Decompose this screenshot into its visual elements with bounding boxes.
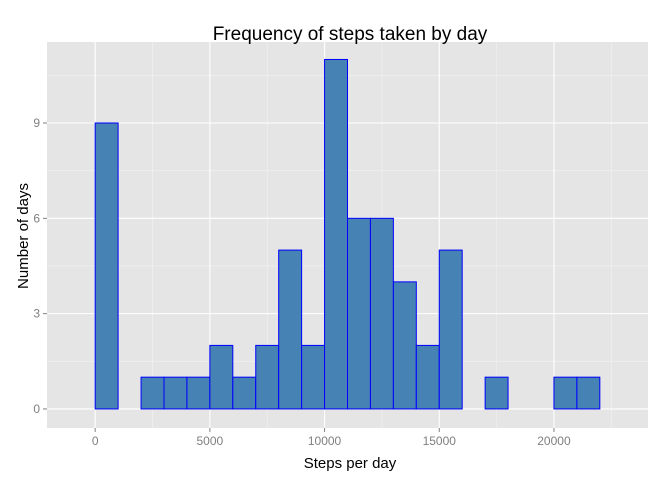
x-tick-label: 15000 [423,434,457,448]
histogram-bar [369,217,394,410]
y-tick-label: 6 [33,211,40,225]
x-tick-label: 10000 [308,434,342,448]
x-tick-label: 20000 [537,434,571,448]
histogram-bar [576,376,601,410]
histogram-bar [232,376,257,410]
histogram-bar [347,217,371,410]
y-tick-label: 0 [33,402,40,416]
x-tick-label: 0 [92,434,99,448]
histogram-bar [186,376,211,410]
histogram-bar [324,58,348,410]
histogram-bar [415,344,440,410]
histogram-bar [209,344,234,410]
histogram-bar [484,376,509,410]
histogram-bar [140,376,165,410]
histogram-bar [94,122,119,410]
chart-title: Frequency of steps taken by day [213,24,488,45]
x-axis-ticks: 0 5000 10000 15000 20000 [92,428,571,448]
x-tick-label: 5000 [197,434,224,448]
histogram-bar [278,249,303,410]
histogram-bar [438,249,463,410]
y-axis-title: Number of days [15,183,32,289]
x-axis-title: Steps per day [304,455,397,472]
histogram-bar [255,344,280,410]
histogram-bar [163,376,188,410]
histogram-bar [301,344,326,410]
y-tick-label: 9 [33,116,40,130]
y-axis-ticks: 0 3 6 9 [33,116,47,416]
histogram-bar [392,281,417,410]
histogram-bar [553,376,578,410]
y-tick-label: 3 [33,307,40,321]
bars-group [94,58,601,410]
